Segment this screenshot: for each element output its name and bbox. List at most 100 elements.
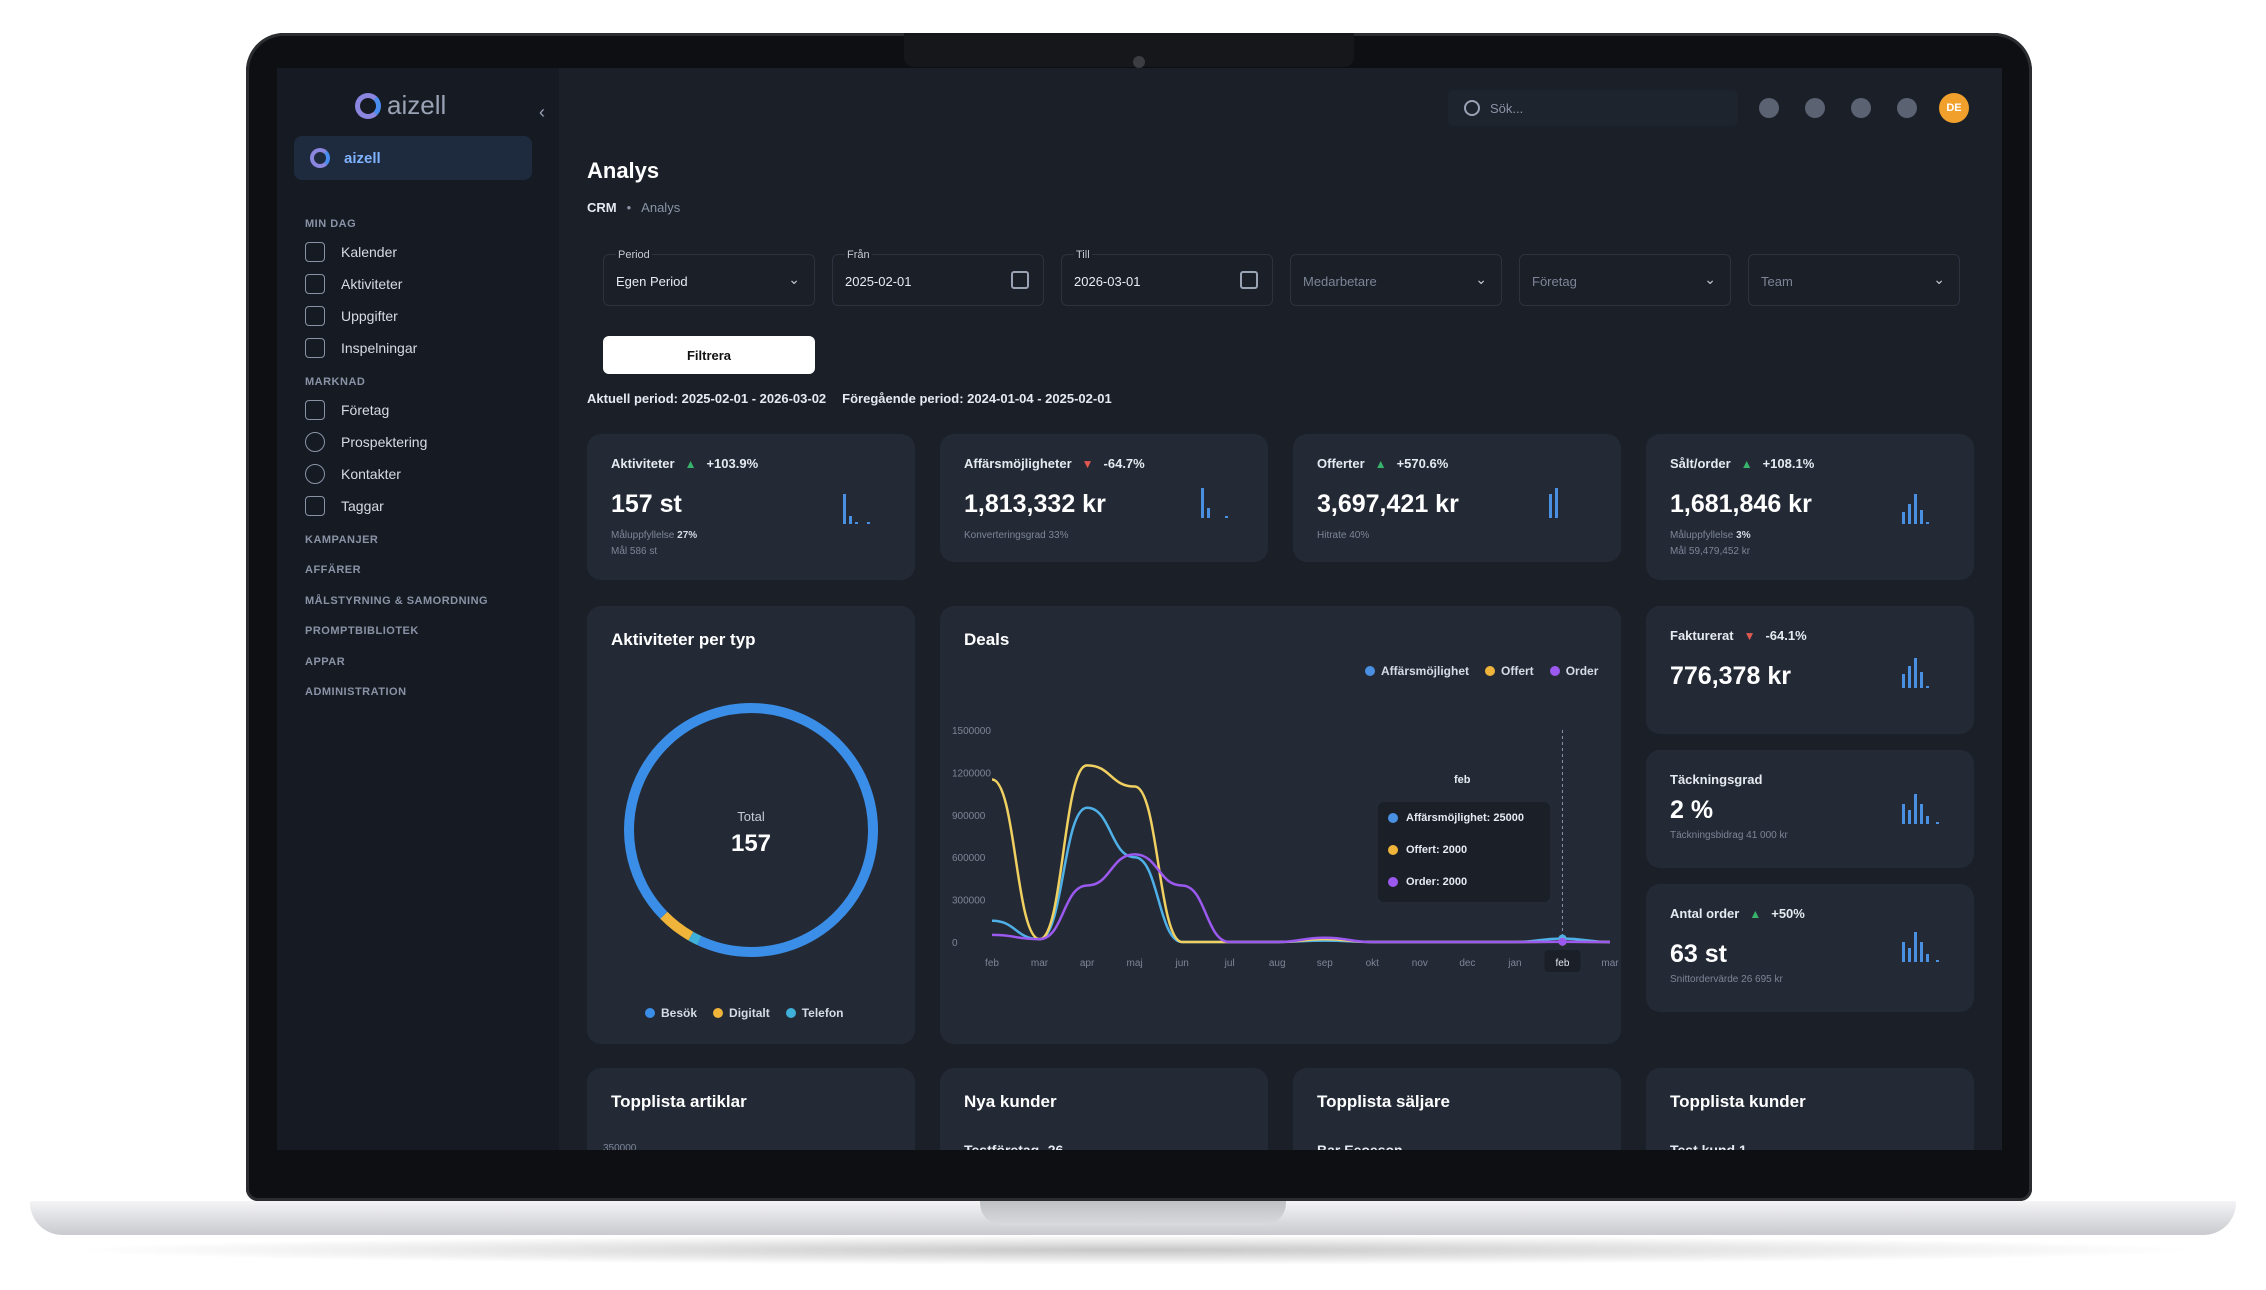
kpi-card-antal-order[interactable]: Antal order ▲ +50% 63 st Snittordervärde…	[1646, 884, 1974, 1012]
team-select[interactable]: Team ⌄	[1748, 254, 1960, 306]
trend-up-icon: ▲	[684, 456, 697, 471]
filter-button[interactable]: Filtrera	[603, 336, 815, 374]
to-date-field[interactable]: Till 2026-03-01	[1061, 249, 1273, 306]
section-malstyrning[interactable]: MÅLSTYRNING & SAMORDNING	[305, 595, 489, 607]
from-label: Från	[845, 249, 872, 261]
sidebar-item-kalender[interactable]: Kalender	[305, 242, 397, 262]
kpi-value: 3,697,421 kr	[1317, 490, 1459, 518]
tooltip-dot	[1388, 877, 1398, 887]
sidebar-item-taggar[interactable]: Taggar	[305, 496, 384, 516]
kpi-change: -64.7%	[1103, 456, 1145, 471]
avatar[interactable]: DE	[1939, 93, 1969, 123]
chevron-down-icon: ⌄	[1933, 271, 1945, 287]
data-point[interactable]	[1558, 937, 1567, 946]
search-input[interactable]: Sök...	[1448, 90, 1738, 126]
tooltip-row: Affärsmöjlighet: 25000	[1388, 812, 1524, 824]
period-info: Aktuell period: 2025-02-01 - 2026-03-02 …	[587, 391, 1112, 406]
toplist-articles-card: Topplista artiklar 350000	[587, 1068, 915, 1150]
sparkline-icon	[1549, 488, 1558, 518]
company-placeholder: Företag	[1532, 274, 1577, 289]
x-tick-highlight	[1544, 950, 1581, 972]
kpi-title-text: Fakturerat	[1670, 628, 1734, 643]
breadcrumb: CRM • Analys	[587, 200, 680, 215]
sparkline-icon	[843, 494, 870, 524]
list-item[interactable]: Testföretag -26	[964, 1142, 1064, 1150]
donut-chart	[611, 690, 891, 970]
kpi-sub-label: Måluppfyllelse	[611, 530, 675, 541]
breadcrumb-separator: •	[626, 200, 632, 215]
y-tick-label: 600000	[952, 853, 986, 864]
x-tick-label: jan	[1507, 958, 1521, 969]
company-select[interactable]: Företag ⌄	[1519, 254, 1731, 306]
legend-item[interactable]: Offert	[1485, 664, 1534, 678]
kpi-card-tackningsgrad[interactable]: Täckningsgrad 2 % Täckningsbidrag 41 000…	[1646, 750, 1974, 868]
calendar-icon[interactable]	[1240, 271, 1258, 289]
legend-item[interactable]: Besök	[645, 1006, 697, 1020]
breadcrumb-crm[interactable]: CRM	[587, 200, 617, 215]
kpi-change: +108.1%	[1762, 456, 1815, 471]
kpi-subtext: Konverteringsgrad 33%	[964, 530, 1069, 541]
deals-legend: Affärsmöjlighet Offert Order	[1365, 664, 1598, 678]
kpi-value: 157 st	[611, 490, 682, 518]
donut-segment-besök[interactable]	[611, 690, 891, 970]
kpi-title: Antal order ▲ +50%	[1670, 906, 1805, 921]
sidebar-item-foretag[interactable]: Företag	[305, 400, 389, 420]
section-administration[interactable]: ADMINISTRATION	[305, 686, 407, 698]
kpi-card-offerter[interactable]: Offerter ▲ +570.6% 3,697,421 kr Hitrate …	[1293, 434, 1621, 562]
period-value: Egen Period	[616, 274, 688, 289]
calendar-icon[interactable]	[1011, 271, 1029, 289]
list-item[interactable]: Test kund 1	[1670, 1142, 1747, 1150]
legend-item[interactable]: Telefon	[785, 1006, 843, 1020]
toplist-sellers-title: Topplista säljare	[1317, 1092, 1450, 1111]
sparkline-icon	[1902, 494, 1929, 524]
kpi-card-fakturerat[interactable]: Fakturerat ▼ -64.1% 776,378 kr	[1646, 606, 1974, 734]
sidebar-item-prospektering[interactable]: Prospektering	[305, 432, 427, 452]
logo-text: aizell	[387, 90, 447, 120]
period-select[interactable]: Period Egen Period ⌄	[603, 249, 815, 306]
sidebar-item-label: Prospektering	[341, 434, 428, 450]
contacts-icon	[305, 464, 325, 484]
bell-icon[interactable]	[1759, 98, 1779, 118]
from-date-field[interactable]: Från 2025-02-01	[832, 249, 1044, 306]
legend-item[interactable]: Affärsmöjlighet	[1365, 664, 1469, 678]
deals-line-chart[interactable]: 1500000 1200000 900000 600000 300000 0 feb mar a…	[940, 606, 1621, 1044]
section-affarer[interactable]: AFFÄRER	[305, 564, 362, 576]
kpi-change: -64.1%	[1765, 628, 1807, 643]
section-appar[interactable]: APPAR	[305, 656, 346, 668]
section-kampanjer[interactable]: KAMPANJER	[305, 534, 379, 546]
kpi-value: 2 %	[1670, 796, 1714, 824]
kpi-card-salt-order[interactable]: Sålt/order ▲ +108.1% 1,681,846 kr Målupp…	[1646, 434, 1974, 580]
y-tick-label: 300000	[952, 896, 986, 907]
logo-icon	[355, 92, 381, 119]
app-logo[interactable]: aizell	[355, 90, 446, 121]
kpi-change: +50%	[1771, 906, 1805, 921]
search-placeholder: Sök...	[1490, 100, 1524, 116]
section-promptbibliotek[interactable]: PROMPTBIBLIOTEK	[305, 625, 419, 637]
from-value: 2025-02-01	[845, 274, 912, 289]
gear-icon[interactable]	[1805, 98, 1825, 118]
collapse-sidebar-icon[interactable]: ‹	[539, 102, 545, 122]
legend-item[interactable]: Order	[1549, 664, 1599, 678]
axis-tick: 350000	[603, 1143, 637, 1150]
x-tick-label: sep	[1317, 958, 1334, 969]
toplist-sellers-card: Topplista säljare Bar Eeoeson	[1293, 1068, 1621, 1150]
y-tick-label: 1200000	[952, 768, 991, 779]
kpi-card-affarsmojligheter[interactable]: Affärsmöjligheter ▼ -64.7% 1,813,332 kr …	[940, 434, 1268, 562]
chat-icon[interactable]	[1851, 98, 1871, 118]
x-tick-label: feb	[985, 958, 999, 969]
workspace-selector[interactable]: aizell	[294, 136, 532, 180]
sidebar-item-kontakter[interactable]: Kontakter	[305, 464, 401, 484]
sidebar-item-inspelningar[interactable]: Inspelningar	[305, 338, 417, 358]
employee-select[interactable]: Medarbetare ⌄	[1290, 254, 1502, 306]
period-label: Period	[616, 249, 652, 261]
tooltip-dot	[1388, 845, 1398, 855]
sidebar-item-uppgifter[interactable]: Uppgifter	[305, 306, 398, 326]
kpi-subtext: Hitrate 40%	[1317, 530, 1370, 541]
legend-item[interactable]: Digitalt	[713, 1006, 770, 1020]
legend-label: Order	[1565, 664, 1599, 678]
list-item[interactable]: Bar Eeoeson	[1317, 1142, 1403, 1150]
sidebar-item-aktiviteter[interactable]: Aktiviteter	[305, 274, 402, 294]
series-line-2[interactable]	[991, 853, 1611, 944]
kpi-card-aktiviteter[interactable]: Aktiviteter ▲ +103.9% 157 st Måluppfylle…	[587, 434, 915, 580]
help-icon[interactable]	[1897, 98, 1917, 118]
